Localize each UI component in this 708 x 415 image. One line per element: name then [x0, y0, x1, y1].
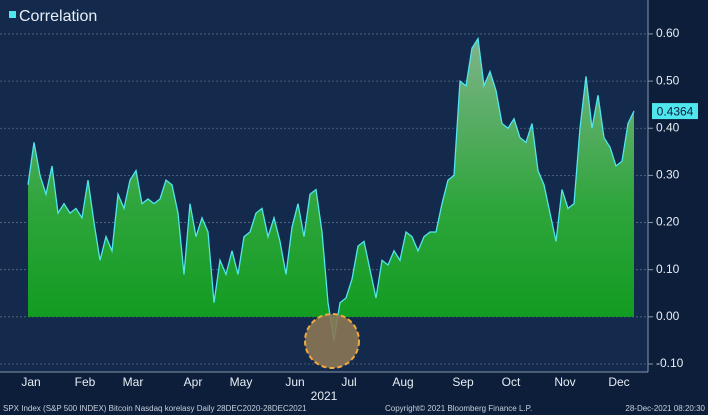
x-tick-label: Mar: [123, 375, 144, 389]
y-tick-label: 0.60: [656, 26, 680, 40]
x-tick-label: Sep: [452, 375, 474, 389]
legend-swatch: [9, 11, 16, 18]
footer-timestamp: 28-Dec-2021 08:20:30: [625, 404, 705, 413]
y-tick-label: 0.00: [656, 309, 680, 323]
area: [28, 38, 634, 341]
x-tick-label: Feb: [75, 375, 96, 389]
x-tick-label: Jun: [285, 375, 304, 389]
x-tick-label: Aug: [392, 375, 413, 389]
legend-label: Correlation: [19, 8, 97, 25]
last-value-label: 0.4364: [657, 104, 694, 118]
y-tick-label: 0.40: [656, 120, 680, 134]
y-tick-label: 0.10: [656, 262, 680, 276]
x-axis-label: 2021: [311, 389, 338, 403]
y-tick-label: -0.10: [656, 356, 684, 370]
x-tick-label: May: [230, 375, 253, 389]
x-tick-label: Nov: [554, 375, 575, 389]
x-tick-label: Dec: [608, 375, 629, 389]
y-tick-label: 0.30: [656, 168, 680, 182]
x-tick-label: Apr: [184, 375, 203, 389]
last-value-box: [652, 103, 698, 120]
x-tick-label: Oct: [502, 375, 521, 389]
highlight-circle: [304, 313, 360, 369]
x-tick-label: Jan: [21, 375, 40, 389]
footer-copyright: Copyright© 2021 Bloomberg Finance L.P.: [385, 404, 532, 413]
y-tick-label: 0.20: [656, 215, 680, 229]
y-tick-label: 0.50: [656, 73, 680, 87]
footer-source: SPX Index (S&P 500 INDEX) Bitcoin Nasdaq…: [3, 404, 307, 413]
x-tick-label: Jul: [341, 375, 356, 389]
